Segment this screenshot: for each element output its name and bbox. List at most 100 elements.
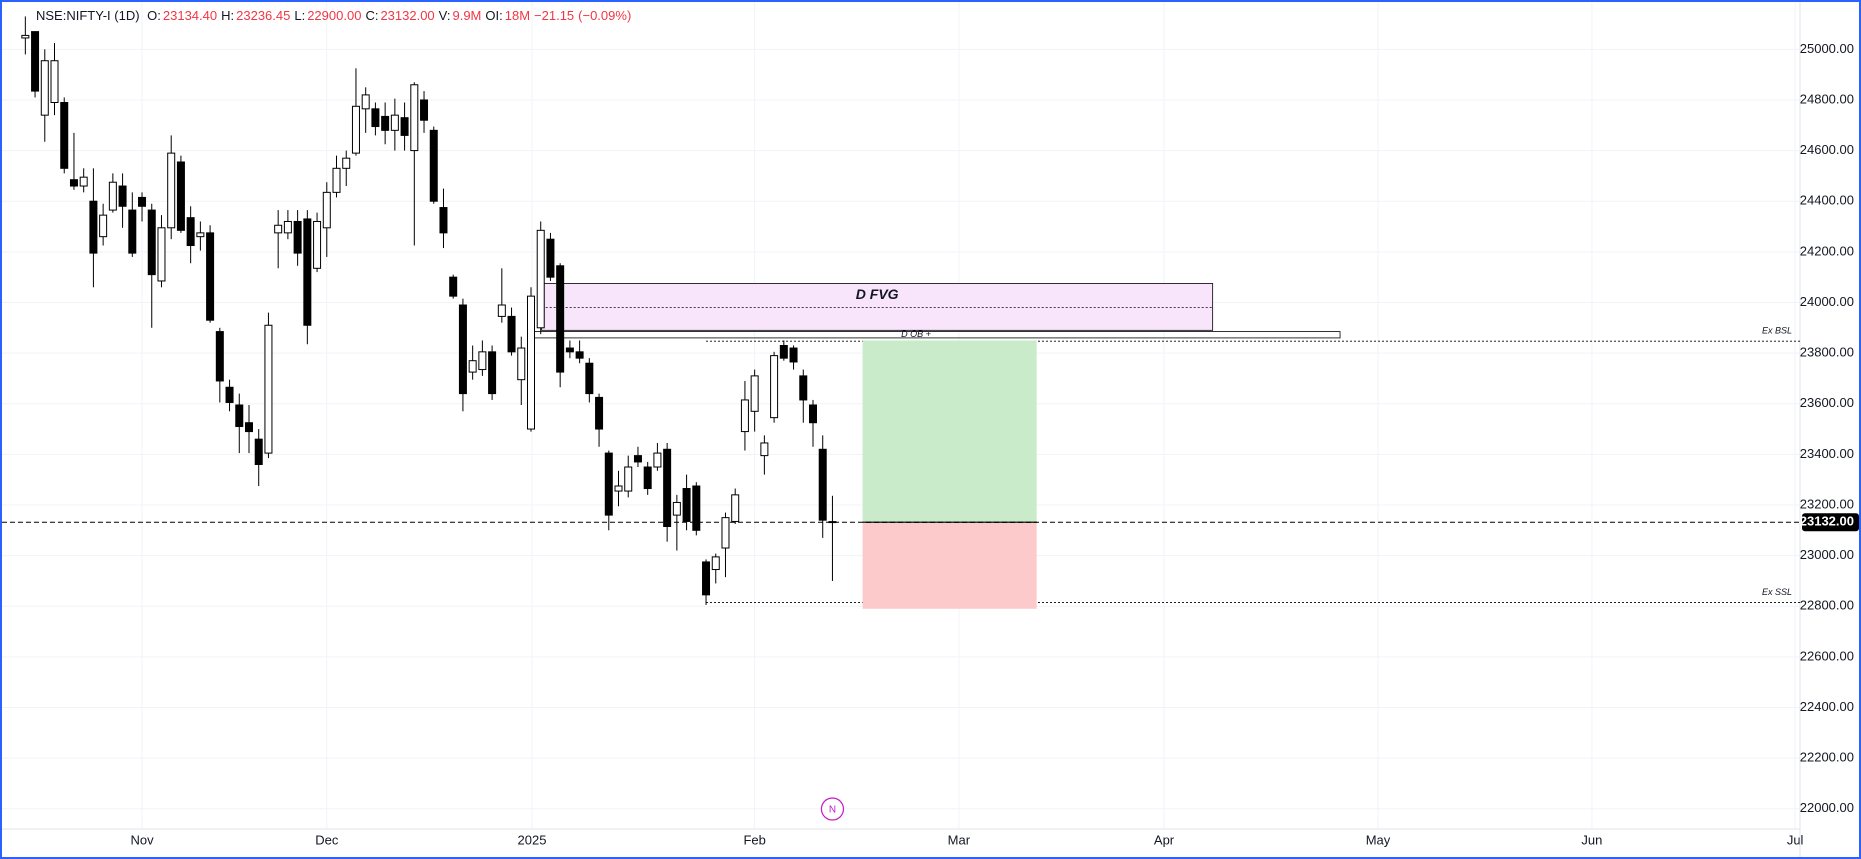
candle-body <box>556 265 565 373</box>
change: −21.15 <box>534 8 575 23</box>
candle-body <box>147 209 156 276</box>
candle-body <box>351 105 360 154</box>
y-tick-label: 22400.00 <box>1800 699 1854 714</box>
candle-body <box>244 422 253 433</box>
candle-body <box>478 351 487 371</box>
symbol[interactable]: NSE:NIFTY-I (1D) <box>36 8 140 23</box>
candle-body <box>488 351 497 395</box>
y-tick-label: 23400.00 <box>1800 446 1854 461</box>
candle-body <box>225 386 234 403</box>
field-label: OI: <box>485 8 503 23</box>
candle-body <box>99 214 108 238</box>
candle-body <box>624 466 633 492</box>
profit-zone <box>862 340 1037 523</box>
candle-body <box>381 115 390 131</box>
y-tick-label: 23600.00 <box>1800 395 1854 410</box>
loss-zone <box>862 522 1037 609</box>
field-value: 23134.40 <box>162 8 218 23</box>
field-value: 23132.00 <box>380 8 435 23</box>
candle-body <box>60 101 69 169</box>
candle-body <box>303 218 312 326</box>
x-tick-label: Apr <box>1154 832 1175 847</box>
candle-body <box>614 485 623 492</box>
x-tick-label: Mar <box>948 832 971 847</box>
y-tick-label: 23800.00 <box>1800 345 1854 360</box>
candle-body <box>740 399 749 433</box>
y-tick-label: 24000.00 <box>1800 294 1854 309</box>
candle-body <box>108 181 117 211</box>
candle-body <box>138 196 147 207</box>
field-label: L: <box>294 8 306 23</box>
candle-body <box>215 331 224 382</box>
candle-body <box>653 452 662 468</box>
candle-body <box>342 157 351 169</box>
candle-body <box>118 185 127 207</box>
event-marker[interactable] <box>820 797 845 821</box>
candle-body <box>371 108 380 128</box>
candle-body <box>585 362 594 395</box>
ob-label: D OB + <box>901 329 931 339</box>
candle-body <box>828 521 837 524</box>
x-tick-label: 2025 <box>518 832 547 847</box>
y-tick-label: 22600.00 <box>1800 648 1854 663</box>
candle-body <box>458 304 467 395</box>
y-tick-label: 24400.00 <box>1800 193 1854 208</box>
field-label: C: <box>365 8 379 23</box>
candle-body <box>643 466 652 490</box>
x-tick-label: Nov <box>130 832 154 847</box>
field-value: 22900.00 <box>307 8 362 23</box>
y-tick-label: 23000.00 <box>1800 547 1854 562</box>
candle-body <box>293 220 302 254</box>
candle-body <box>420 99 429 121</box>
candle-body <box>361 94 370 110</box>
candle-body <box>274 224 283 234</box>
level-label: Ex SSL <box>1762 587 1792 597</box>
candle-body <box>167 152 176 229</box>
candle-body <box>235 404 244 428</box>
ob-zone <box>531 331 1341 339</box>
fvg-label: D FVG <box>856 286 899 302</box>
candle-body <box>206 232 215 321</box>
candle-body <box>672 501 681 516</box>
candle-body <box>69 179 78 187</box>
candle-body <box>176 161 185 231</box>
candle-body <box>89 200 98 254</box>
candle-body <box>400 117 409 136</box>
candle-body <box>731 494 740 522</box>
candle-body <box>799 375 808 401</box>
x-tick-label: May <box>1366 832 1391 847</box>
candle-body <box>79 176 88 187</box>
candle-body <box>711 556 720 571</box>
candle-body <box>390 114 399 131</box>
candle-body <box>526 295 535 430</box>
candle-body <box>818 448 827 521</box>
candle-body <box>186 217 195 247</box>
symbol-header: NSE:NIFTY-I (1D) O: 23134.40 H: 23236.45 L: 2… <box>36 8 635 23</box>
last-price-label: 23132.00 <box>1800 514 1854 529</box>
candle-body <box>663 448 672 528</box>
y-tick-label: 25000.00 <box>1800 41 1854 56</box>
field-value: 9.9M <box>452 8 482 23</box>
candle-body <box>468 360 477 373</box>
candle-body <box>760 442 769 457</box>
candle-body <box>692 485 701 531</box>
candle-body <box>449 276 458 297</box>
candle-body <box>702 561 711 596</box>
field-value: 23236.45 <box>236 8 291 23</box>
candle-body <box>546 238 555 278</box>
candle-body <box>283 220 292 234</box>
candle-body <box>721 517 730 549</box>
candle-body <box>157 227 166 282</box>
candle-body <box>128 209 137 254</box>
field-label: O: <box>147 8 161 23</box>
candle-body <box>264 324 273 454</box>
x-tick-label: Jun <box>1581 832 1602 847</box>
candle-body <box>507 315 516 353</box>
y-tick-label: 23200.00 <box>1800 496 1854 511</box>
candle-body <box>322 191 331 229</box>
candle-body <box>31 31 40 92</box>
candle-body <box>750 375 759 412</box>
y-tick-label: 24600.00 <box>1800 142 1854 157</box>
